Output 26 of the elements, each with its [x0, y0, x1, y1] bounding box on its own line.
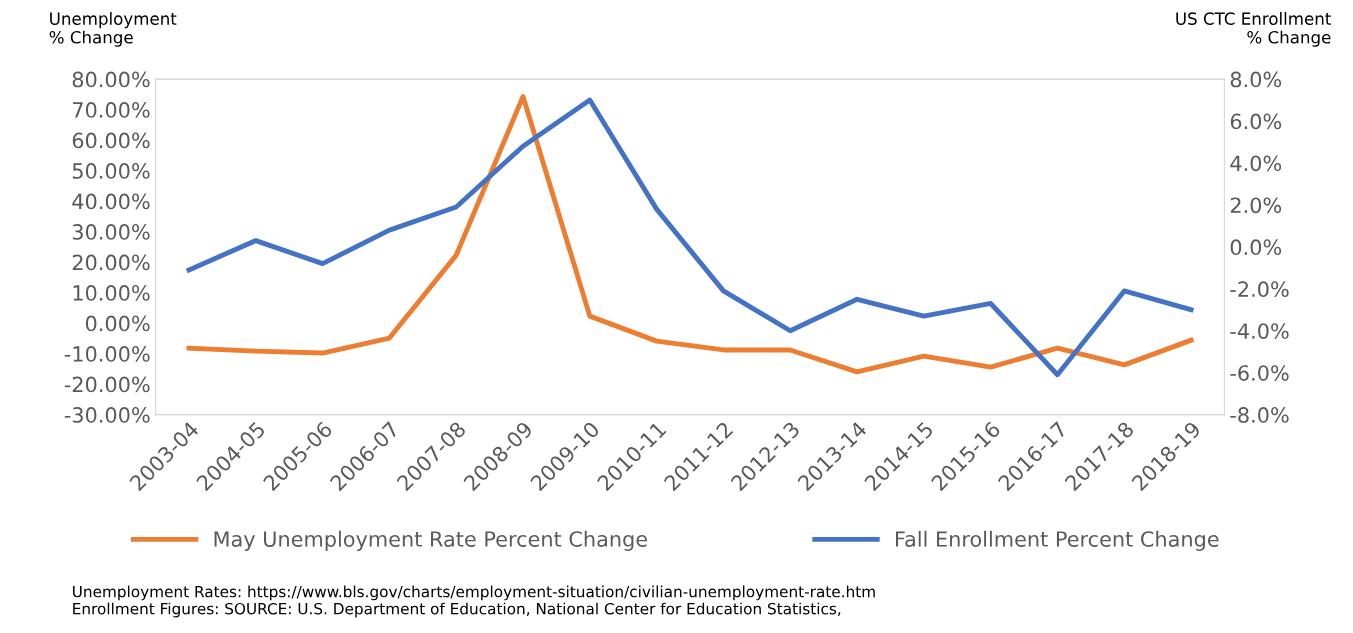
- y-tick-label: 10.00%: [73, 285, 150, 301]
- y-tick-label: -20.00%: [64, 376, 150, 393]
- y2-tick-label: 0.0%: [1230, 239, 1282, 256]
- legend-label: Fall Enrollment Percent Change: [895, 530, 1219, 551]
- y2-tick-label: 8.0%: [1230, 71, 1282, 88]
- y2-tick-label: -8.0%: [1230, 407, 1289, 423]
- y2-tick-label: 4.0%: [1230, 155, 1282, 172]
- y2-tick-label: -6.0%: [1230, 365, 1289, 381]
- y2-tick-label: -2.0%: [1230, 281, 1289, 298]
- y-axis-title: Unemployment % Change: [49, 12, 177, 47]
- text: Unemployment Rates: https://www.bls.gov/charts/employment-situation/civilian-unemployment-rate.htm Enrollment Figures: SOURCE: U.S. Department of Education, National Center for Education Statistics,: [73, 585, 875, 618]
- y2-tick-label: -4.0%: [1230, 323, 1289, 339]
- y-tick-label: 0.00%: [85, 315, 150, 332]
- y-tick-label: 70.00%: [73, 102, 150, 118]
- y-tick-label: -30.00%: [64, 407, 150, 423]
- y-tick-label: 50.00%: [72, 163, 150, 179]
- y-tick-label: 60.00%: [72, 132, 150, 149]
- y-tick-label: 20.00%: [72, 254, 150, 271]
- y-tick-label: -10.00%: [64, 346, 150, 362]
- y2-tick-label: 6.0%: [1230, 113, 1282, 130]
- legend-label: May Unemployment Rate Percent Change: [214, 530, 648, 551]
- y-tick-label: 40.00%: [72, 193, 150, 210]
- y2-axis-title: US CTC Enrollment % Change: [1176, 12, 1331, 47]
- y2-tick-label: 2.0%: [1230, 197, 1282, 214]
- y-tick-label: 30.00%: [72, 224, 150, 240]
- y-tick-label: 80.00%: [72, 71, 150, 88]
